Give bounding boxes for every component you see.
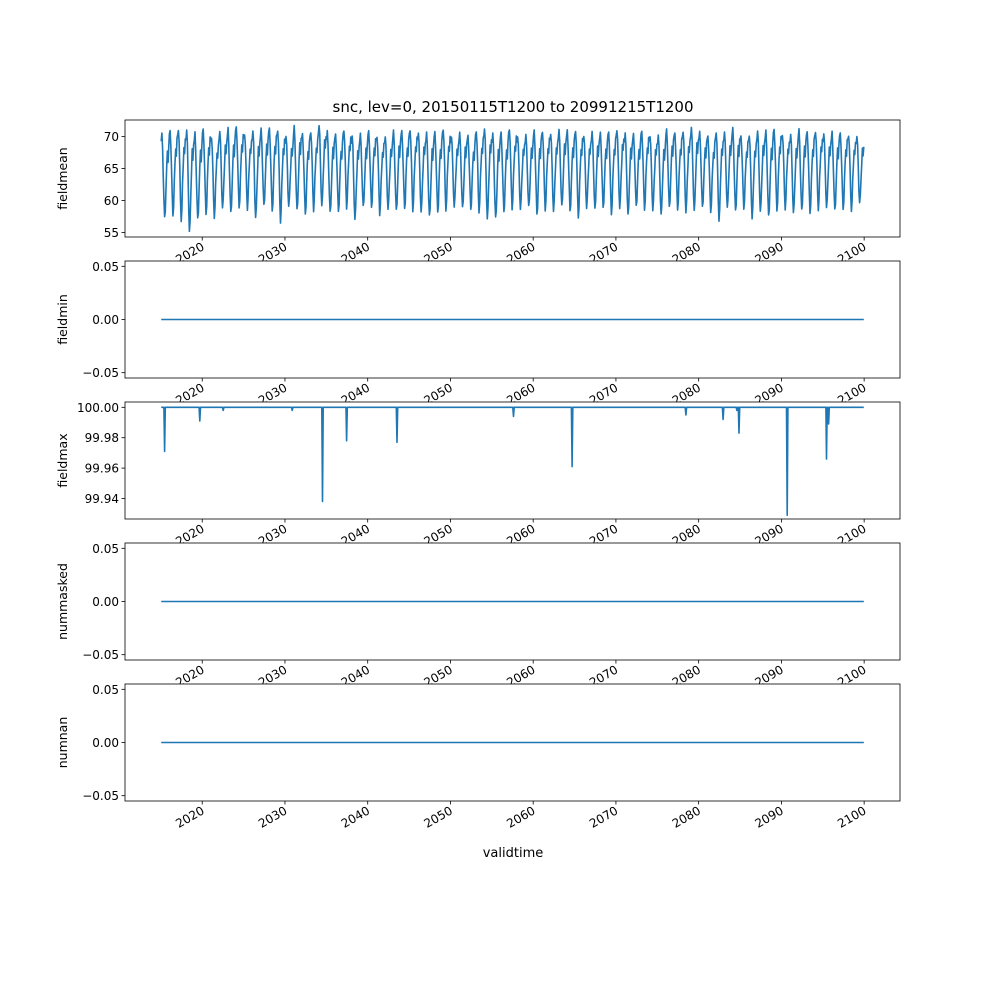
- x-tick-label: 2100: [835, 803, 868, 830]
- y-tick-label: −0.05: [82, 648, 119, 662]
- x-tick-label: 2040: [339, 803, 372, 830]
- y-tick-label: 100.00: [77, 401, 119, 415]
- x-tick-label: 2060: [504, 803, 537, 830]
- y-tick-label: 99.94: [85, 492, 119, 506]
- x-tick-label: 2070: [587, 803, 620, 830]
- y-tick-label: 0.05: [92, 542, 119, 556]
- y-tick-label: 99.98: [85, 431, 119, 445]
- x-axis-label: validtime: [483, 846, 544, 861]
- y-axis-label: fieldmean: [55, 147, 70, 209]
- y-tick-label: 55: [104, 226, 119, 240]
- x-tick-label: 2090: [752, 803, 785, 830]
- y-tick-label: −0.05: [82, 366, 119, 380]
- y-tick-label: 70: [104, 130, 119, 144]
- y-tick-label: 0.00: [92, 313, 119, 327]
- overlap-mask: [0, 261, 1000, 278]
- x-tick-label: 2020: [173, 803, 206, 830]
- y-axis-label: numnan: [55, 717, 70, 769]
- y-tick-label: −0.05: [82, 789, 119, 803]
- y-axis-label: fieldmin: [55, 294, 70, 345]
- series-line: [161, 406, 864, 517]
- y-tick-label: 0.05: [92, 683, 119, 697]
- y-tick-label: 0.05: [92, 260, 119, 274]
- overlap-mask: [0, 684, 1000, 701]
- y-tick-label: 0.00: [92, 736, 119, 750]
- y-axis-label: fieldmax: [55, 433, 70, 487]
- y-axis-label: nummasked: [55, 563, 70, 640]
- y-tick-label: 0.00: [92, 595, 119, 609]
- y-tick-label: 65: [104, 162, 119, 176]
- overlap-mask: [0, 543, 1000, 560]
- subplot-numnan: −0.05 0.00 0.05 numnan 2020 2030 2040 2050 2060 2…: [55, 683, 901, 831]
- figure-title: snc, lev=0, 20150115T1200 to 20991215T12…: [333, 98, 694, 116]
- axes-frame: [124, 119, 901, 238]
- axes-frame: [124, 401, 901, 520]
- overlap-mask: [0, 402, 1000, 419]
- subplots: 55 60 65 70 fieldmean 2020 2030 2040 2050 2060 207…: [0, 119, 1000, 831]
- y-tick-label: 60: [104, 194, 119, 208]
- series-line: [160, 124, 865, 233]
- y-tick-label: 99.96: [85, 462, 119, 476]
- x-tick-label: 2030: [256, 803, 289, 830]
- x-tick-label: 2080: [670, 803, 703, 830]
- x-tick-label: 2050: [421, 803, 454, 830]
